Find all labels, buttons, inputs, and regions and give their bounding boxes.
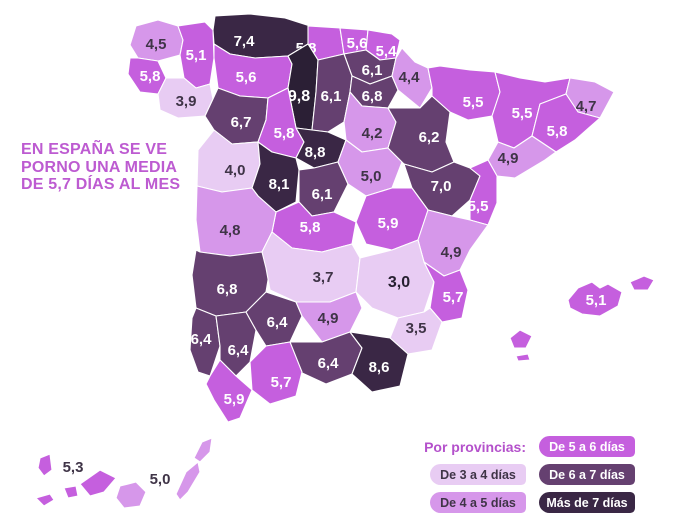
- headline-line-1: EN ESPAÑA SE VE: [21, 141, 168, 158]
- region-murcia: 3,5: [389, 307, 443, 355]
- region-value-salamanca: 4,0: [225, 162, 246, 179]
- region-value-lleida: 5,5: [512, 105, 533, 122]
- region-value-palencia: 9,8: [288, 88, 310, 105]
- region-value-madrid: 6,1: [312, 186, 333, 203]
- region-value-teruel: 7,0: [431, 178, 452, 195]
- region-value-avila: 8,1: [269, 176, 290, 193]
- region-value-a-coruna: 4,5: [146, 36, 167, 53]
- region-zamora: 6,7: [204, 87, 269, 145]
- region-value-ourense: 3,9: [176, 93, 197, 110]
- region-value-cadiz: 5,9: [224, 391, 245, 408]
- region-granada: 6,4: [289, 331, 363, 385]
- region-value-segovia: 8,8: [305, 144, 326, 161]
- region-value-zamora: 6,7: [231, 114, 252, 131]
- region-alicante: 5,7: [423, 261, 469, 323]
- region-value-huelva: 6,4: [191, 331, 213, 348]
- region-value-cordoba: 6,4: [267, 314, 289, 331]
- region-a-coruna: 4,5: [129, 19, 184, 62]
- region-navarra: 4,4: [391, 47, 433, 109]
- region-santa-cruz-de-tenerife: 5,3: [35, 453, 117, 507]
- region-value-lugo: 5,1: [186, 47, 207, 64]
- region-almeria: 8,6: [349, 331, 409, 393]
- region-leon: 5,6: [213, 43, 293, 99]
- region-pontevedra: 5,8: [127, 57, 167, 95]
- region-albacete: 3,0: [355, 239, 435, 319]
- region-tarragona: 4,9: [487, 135, 557, 179]
- region-huelva: 6,4: [189, 307, 221, 377]
- region-value-illes-balears: 5,1: [586, 292, 607, 309]
- region-value-girona: 4,7: [576, 98, 597, 115]
- region-value-caceres: 4,8: [220, 222, 241, 239]
- region-value-granada: 6,4: [318, 355, 340, 372]
- region-value-valencia: 4,9: [441, 244, 462, 261]
- region-asturias: 7,4: [212, 13, 311, 59]
- region-la-rioja: 6,8: [349, 75, 399, 109]
- region-value-zaragoza: 6,2: [419, 129, 440, 146]
- region-value-almeria: 8,6: [369, 359, 390, 376]
- region-ourense: 3,9: [157, 77, 214, 119]
- region-gipuzkoa: 5,4: [365, 29, 401, 61]
- region-malaga: 5,7: [249, 341, 303, 405]
- region-avila: 8,1: [251, 141, 300, 213]
- region-value-burgos: 6,1: [321, 88, 342, 105]
- region-value-valladolid: 5,8: [274, 125, 295, 142]
- region-value-ciudad-real: 3,7: [313, 269, 334, 286]
- region-value-badajoz: 6,8: [217, 281, 238, 298]
- region-value-asturias: 7,4: [234, 33, 256, 50]
- region-value-huesca: 5,5: [463, 94, 484, 111]
- legend-item-4: De 6 a 7 días: [539, 464, 635, 485]
- headline: EN ESPAÑA SE VE PORNO UNA MEDIA DE 5,7 D…: [21, 141, 180, 194]
- region-value-malaga: 5,7: [271, 374, 292, 391]
- legend-heading: Por provincias:: [424, 438, 526, 455]
- legend-item-1: De 3 a 4 días: [430, 464, 526, 485]
- region-value-leon: 5,6: [236, 69, 257, 86]
- region-illes-balears: 5,1: [509, 275, 655, 362]
- headline-line-3: DE 5,7 DÍAS AL MES: [21, 176, 181, 193]
- region-value-jaen: 4,9: [318, 310, 339, 327]
- region-value-sevilla: 6,4: [228, 342, 250, 359]
- region-value-guadalajara: 5,0: [361, 168, 382, 185]
- region-sevilla: 6,4: [215, 311, 257, 377]
- region-value-gipuzkoa: 5,4: [376, 43, 398, 60]
- region-value-bizkaia: 5,6: [347, 35, 368, 52]
- region-value-murcia: 3,5: [406, 320, 427, 337]
- region-cordoba: 6,4: [245, 291, 303, 347]
- legend-item-2: De 4 a 5 días: [430, 492, 526, 513]
- region-cadiz: 5,9: [205, 359, 253, 423]
- region-value-la-rioja: 6,8: [362, 88, 383, 105]
- region-value-tarragona: 4,9: [498, 150, 519, 167]
- region-value-barcelona: 5,8: [547, 123, 568, 140]
- legend: Por provincias: De 5 a 6 días De 3 a 4 dí…: [424, 436, 635, 513]
- headline-line-2: PORNO UNA MEDIA: [21, 158, 178, 176]
- region-madrid: 6,1: [298, 161, 349, 217]
- region-value-soria: 4,2: [362, 125, 383, 142]
- region-value-cuenca: 5,9: [378, 215, 399, 232]
- region-value-castellon: 5,5: [468, 198, 489, 215]
- region-value-pontevedra: 5,8: [140, 68, 161, 85]
- region-value-toledo: 5,8: [300, 219, 321, 236]
- region-jaen: 4,9: [295, 291, 363, 343]
- region-value-las-palmas: 5,0: [150, 471, 171, 488]
- legend-item-5: Más de 7 días: [539, 492, 635, 513]
- region-barcelona: 5,8: [531, 93, 601, 153]
- region-value-alava: 6,1: [362, 62, 383, 79]
- legend-item-3: De 5 a 6 días: [539, 436, 635, 457]
- region-las-palmas: 5,0: [115, 437, 213, 509]
- region-value-alicante: 5,7: [443, 289, 464, 306]
- region-value-albacete: 3,0: [388, 274, 410, 291]
- region-value-santa-cruz-de-tenerife: 5,3: [63, 459, 84, 476]
- region-value-navarra: 4,4: [399, 69, 421, 86]
